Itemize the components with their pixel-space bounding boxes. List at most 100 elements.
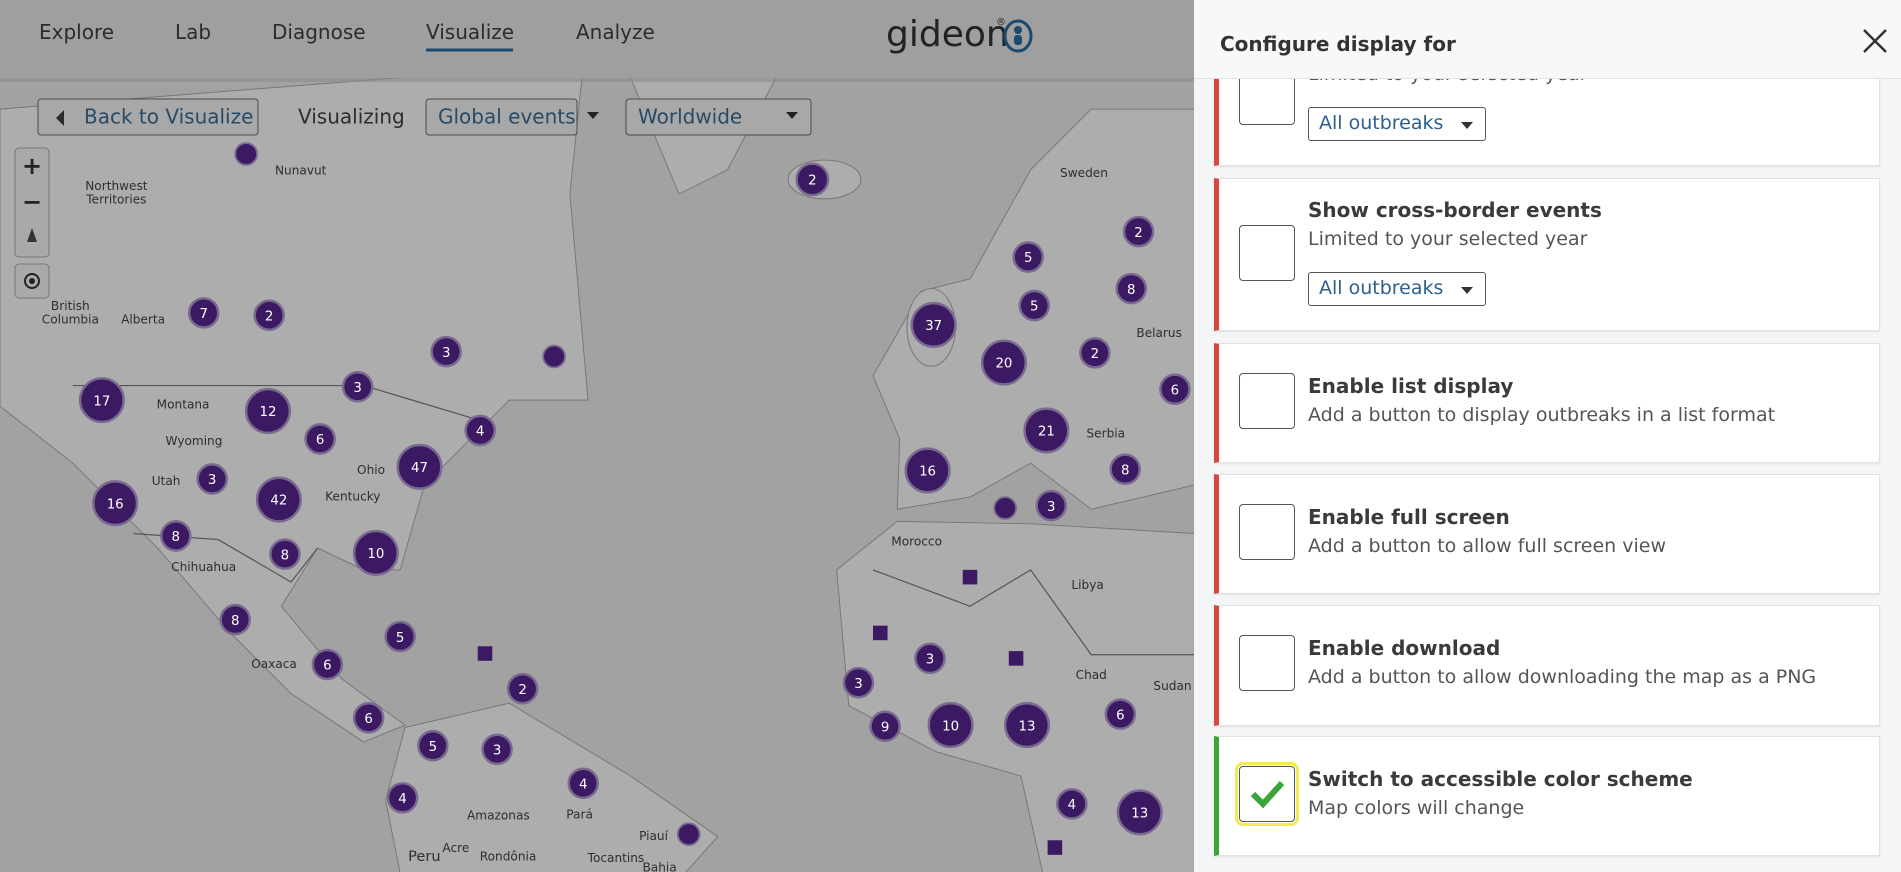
cluster-count[interactable]: 2 bbox=[518, 683, 526, 698]
cluster-count[interactable]: 3 bbox=[854, 677, 862, 692]
select-value[interactable]: Global events bbox=[438, 105, 576, 129]
cluster[interactable] bbox=[464, 414, 496, 447]
cluster[interactable] bbox=[269, 538, 301, 570]
cluster-count[interactable]: 2 bbox=[265, 309, 273, 324]
cluster-count[interactable]: 4 bbox=[1068, 798, 1076, 813]
checkbox[interactable] bbox=[1235, 762, 1299, 826]
cluster[interactable] bbox=[1012, 241, 1044, 273]
cluster[interactable] bbox=[1023, 407, 1070, 454]
cluster-dot[interactable] bbox=[234, 142, 258, 166]
cluster-count[interactable]: 3 bbox=[208, 473, 216, 488]
cluster-count[interactable]: 13 bbox=[1019, 719, 1036, 734]
back-button[interactable]: Back to Visualize bbox=[37, 98, 259, 136]
cluster-count[interactable]: 8 bbox=[1127, 283, 1135, 298]
cluster[interactable] bbox=[352, 702, 385, 734]
close-button[interactable] bbox=[1862, 28, 1888, 54]
checkbox[interactable] bbox=[1239, 373, 1295, 429]
cluster[interactable] bbox=[910, 301, 957, 348]
cluster-count[interactable]: 3 bbox=[493, 744, 501, 759]
cluster[interactable] bbox=[1003, 702, 1051, 749]
cluster[interactable] bbox=[842, 666, 875, 699]
cluster[interactable] bbox=[417, 729, 449, 762]
cluster[interactable] bbox=[927, 702, 974, 749]
cluster[interactable] bbox=[386, 782, 419, 814]
cluster[interactable] bbox=[795, 162, 830, 197]
cluster-count[interactable]: 4 bbox=[398, 792, 406, 807]
select-value[interactable]: Worldwide bbox=[638, 105, 742, 129]
cluster-count[interactable]: 10 bbox=[942, 719, 959, 734]
cluster[interactable] bbox=[1116, 789, 1163, 836]
cluster[interactable] bbox=[244, 387, 291, 435]
cluster[interactable] bbox=[914, 642, 946, 675]
event-select[interactable]: Global events bbox=[425, 98, 599, 136]
option-select[interactable]: All outbreaks bbox=[1308, 272, 1486, 306]
cluster[interactable] bbox=[1035, 489, 1067, 522]
cluster[interactable] bbox=[187, 297, 220, 329]
cluster[interactable] bbox=[506, 672, 539, 705]
cluster[interactable] bbox=[253, 299, 285, 332]
cluster-count[interactable]: 6 bbox=[364, 712, 372, 727]
nav-link[interactable]: Explore bbox=[39, 20, 115, 44]
locate-control[interactable] bbox=[14, 263, 50, 299]
cluster[interactable] bbox=[481, 733, 513, 766]
cluster-count[interactable]: 6 bbox=[1116, 708, 1124, 723]
cluster[interactable] bbox=[567, 767, 599, 800]
cluster[interactable] bbox=[1159, 373, 1191, 405]
logo[interactable]: gideon bbox=[886, 14, 1009, 55]
cluster-count[interactable]: 7 bbox=[199, 307, 207, 322]
cluster[interactable] bbox=[430, 335, 462, 368]
cluster-count[interactable]: 8 bbox=[172, 530, 180, 545]
event-square[interactable] bbox=[873, 625, 888, 641]
zoom-in[interactable]: + bbox=[22, 152, 42, 180]
cluster-count[interactable]: 8 bbox=[281, 548, 289, 563]
event-square[interactable] bbox=[1047, 840, 1063, 855]
checkbox[interactable] bbox=[1239, 225, 1295, 281]
cluster[interactable] bbox=[304, 423, 336, 455]
cluster-count[interactable]: 12 bbox=[259, 405, 276, 420]
cluster-count[interactable]: 3 bbox=[353, 381, 361, 396]
cluster[interactable] bbox=[219, 603, 251, 636]
cluster[interactable] bbox=[160, 520, 192, 552]
cluster[interactable] bbox=[1122, 215, 1155, 248]
cluster[interactable] bbox=[869, 710, 901, 743]
cluster-count[interactable]: 10 bbox=[367, 547, 384, 562]
cluster-count[interactable]: 2 bbox=[1134, 226, 1142, 241]
cluster[interactable] bbox=[78, 377, 125, 424]
cluster[interactable] bbox=[396, 443, 443, 490]
select-box[interactable] bbox=[625, 98, 812, 136]
cluster-count[interactable]: 8 bbox=[231, 614, 239, 629]
event-square[interactable] bbox=[477, 646, 493, 661]
nav-link[interactable]: Visualize bbox=[426, 20, 515, 44]
cluster[interactable] bbox=[1109, 453, 1141, 485]
cluster[interactable] bbox=[1056, 788, 1088, 820]
nav-link[interactable]: Analyze bbox=[576, 20, 655, 44]
cluster-count[interactable]: 21 bbox=[1038, 425, 1055, 440]
cluster-dot[interactable] bbox=[676, 822, 701, 847]
cluster-count[interactable]: 3 bbox=[1047, 500, 1055, 515]
cluster-count[interactable]: 8 bbox=[1121, 463, 1129, 478]
checkbox[interactable] bbox=[1239, 504, 1295, 560]
cluster-count[interactable]: 6 bbox=[1171, 383, 1179, 398]
cluster[interactable] bbox=[1018, 289, 1051, 322]
cluster-count[interactable]: 47 bbox=[411, 461, 428, 476]
cluster[interactable] bbox=[341, 371, 374, 403]
cluster[interactable] bbox=[311, 648, 344, 681]
cluster-count[interactable]: 6 bbox=[323, 659, 331, 674]
back-label[interactable]: Back to Visualize bbox=[84, 105, 253, 129]
cluster-count[interactable]: 13 bbox=[1131, 807, 1148, 822]
cluster-count[interactable]: 5 bbox=[1024, 251, 1032, 266]
cluster[interactable] bbox=[384, 620, 416, 653]
zoom-out[interactable]: − bbox=[22, 188, 42, 216]
select-box[interactable] bbox=[425, 98, 578, 136]
cluster-count[interactable]: 16 bbox=[919, 465, 936, 480]
cluster[interactable] bbox=[904, 447, 951, 494]
compass[interactable] bbox=[27, 228, 37, 242]
cluster-count[interactable]: 2 bbox=[1091, 347, 1099, 362]
cluster-count[interactable]: 3 bbox=[926, 653, 934, 668]
cluster-count[interactable]: 4 bbox=[579, 777, 587, 792]
cluster[interactable] bbox=[1115, 272, 1148, 305]
cluster-count[interactable]: 17 bbox=[93, 394, 110, 409]
cluster-count[interactable]: 5 bbox=[396, 631, 404, 646]
nav-link[interactable]: Diagnose bbox=[272, 20, 366, 44]
cluster-count[interactable]: 6 bbox=[316, 433, 324, 448]
